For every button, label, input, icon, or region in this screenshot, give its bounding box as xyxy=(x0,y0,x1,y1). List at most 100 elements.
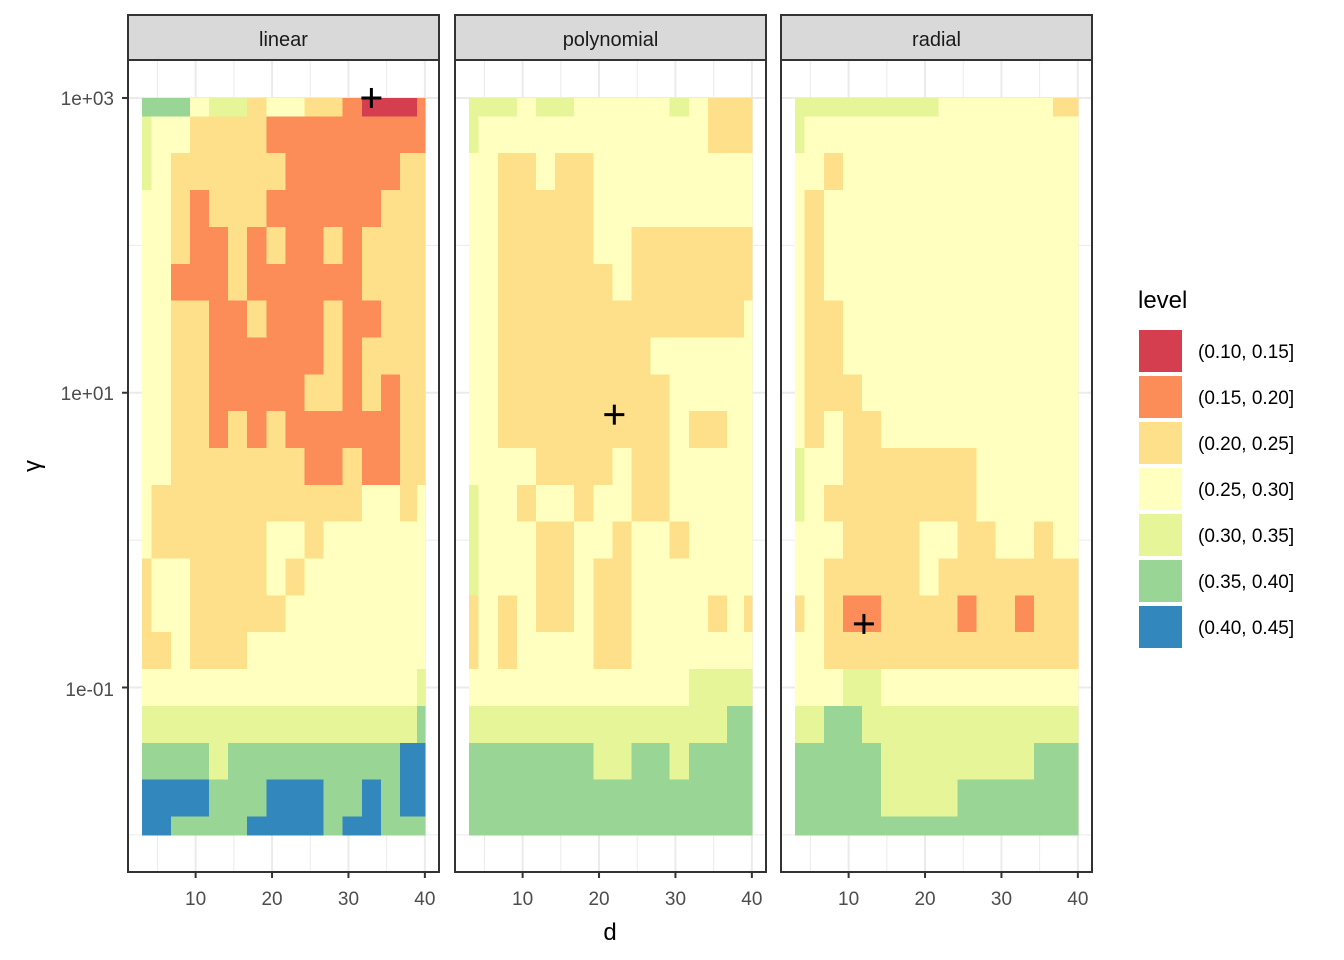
contour-cell xyxy=(497,816,518,836)
contour-cell xyxy=(995,226,1016,265)
contour-cell xyxy=(266,448,286,486)
contour-cell xyxy=(593,595,613,633)
contour-cell xyxy=(400,779,418,817)
contour-cell xyxy=(555,116,575,154)
contour-cell xyxy=(688,484,709,523)
contour-cell xyxy=(285,521,306,560)
contour-cell xyxy=(1014,521,1035,560)
contour-cell xyxy=(842,300,863,338)
contour-cell xyxy=(707,411,728,449)
contour-cell xyxy=(919,521,939,560)
contour-cell xyxy=(1053,816,1071,836)
contour-cell xyxy=(151,632,172,670)
contour-cell xyxy=(938,226,959,265)
contour-cell xyxy=(688,411,709,449)
contour-cell xyxy=(208,263,229,302)
contour-cell xyxy=(744,521,753,560)
contour-cell xyxy=(1053,669,1071,707)
contour-cell xyxy=(669,595,690,633)
contour-cell xyxy=(688,190,709,228)
contour-cell xyxy=(744,669,753,707)
contour-cell xyxy=(285,116,306,154)
contour-cell xyxy=(1053,153,1071,191)
contour-cell xyxy=(189,595,210,633)
contour-cell xyxy=(535,558,556,596)
contour-cell xyxy=(208,742,229,781)
contour-cell xyxy=(266,226,286,265)
contour-cell xyxy=(919,97,939,117)
contour-cell xyxy=(535,190,556,228)
contour-cell xyxy=(919,116,939,154)
contour-cell xyxy=(170,484,191,523)
contour-cell xyxy=(957,226,978,265)
contour-cell xyxy=(612,521,633,560)
legend-key xyxy=(1139,422,1182,464)
contour-cell xyxy=(208,337,229,375)
legend-label: (0.25, 0.30] xyxy=(1198,480,1294,501)
contour-cell xyxy=(469,337,480,375)
contour-cell xyxy=(995,816,1016,836)
contour-cell xyxy=(323,374,344,412)
contour-cell xyxy=(1014,263,1035,302)
contour-cell xyxy=(707,300,728,338)
contour-cell xyxy=(380,411,401,449)
contour-cell xyxy=(266,411,286,449)
contour-cell xyxy=(744,300,753,338)
contour-cell xyxy=(342,521,363,560)
contour-cell xyxy=(842,190,863,228)
contour-cell xyxy=(842,705,863,744)
contour-cell xyxy=(469,669,480,707)
contour-cell xyxy=(842,558,863,596)
contour-cell xyxy=(861,448,882,486)
contour-cell xyxy=(995,448,1016,486)
contour-cell xyxy=(707,226,728,265)
contour-cell xyxy=(650,263,671,302)
contour-cell xyxy=(976,595,997,633)
contour-cell xyxy=(189,448,210,486)
contour-cell xyxy=(400,97,418,117)
contour-cell xyxy=(535,779,556,817)
contour-cell xyxy=(142,448,153,486)
contour-cell xyxy=(1033,816,1054,836)
contour-cell xyxy=(688,337,709,375)
contour-cell xyxy=(995,153,1016,191)
contour-cell xyxy=(1014,153,1035,191)
contour-cell xyxy=(304,816,325,836)
contour-cell xyxy=(535,411,556,449)
contour-cell xyxy=(285,263,306,302)
contour-cell xyxy=(804,779,825,817)
contour-cell xyxy=(1070,374,1079,412)
contour-cell xyxy=(361,300,382,338)
contour-cell xyxy=(1033,595,1054,633)
contour-cell xyxy=(881,558,901,596)
contour-cell xyxy=(285,779,306,817)
contour-cell xyxy=(976,779,997,817)
contour-cell xyxy=(669,153,690,191)
contour-cell xyxy=(957,153,978,191)
contour-cell xyxy=(151,521,172,560)
contour-cell xyxy=(361,669,382,707)
contour-cell xyxy=(1014,484,1035,523)
contour-cell xyxy=(861,374,882,412)
contour-cell xyxy=(361,190,382,228)
contour-cell xyxy=(744,448,753,486)
contour-cell xyxy=(170,558,191,596)
contour-cell xyxy=(650,411,671,449)
contour-cell xyxy=(469,448,480,486)
contour-cell xyxy=(170,448,191,486)
contour-cell xyxy=(995,558,1016,596)
contour-cell xyxy=(516,595,537,633)
contour-cell xyxy=(669,190,690,228)
contour-cell xyxy=(170,374,191,412)
legend-entry: (0.30, 0.35] xyxy=(1139,514,1294,556)
contour-cell xyxy=(247,374,267,412)
contour-cell xyxy=(380,97,401,117)
contour-cell xyxy=(804,669,825,707)
contour-cell xyxy=(208,116,229,154)
contour-cell xyxy=(1053,595,1071,633)
contour-cell xyxy=(631,97,652,117)
contour-cell xyxy=(976,300,997,338)
contour-cell xyxy=(1053,632,1071,670)
contour-cell xyxy=(516,116,537,154)
